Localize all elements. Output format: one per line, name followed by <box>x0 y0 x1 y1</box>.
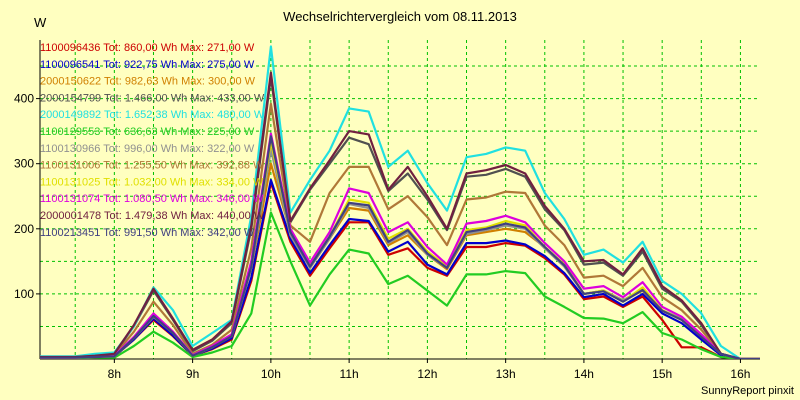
x-tick-label: 9h <box>186 367 199 381</box>
series-line-1100096541 <box>40 178 760 359</box>
series-line-1100129553 <box>40 211 760 359</box>
legend-entry-2000154799: 2000154799 Tot: 1.466,00 Wh Max: 433,00 … <box>40 92 265 104</box>
legend-entry-1100129553: 1100129553 Tot: 636,63 Wh Max: 225,00 W <box>40 126 255 138</box>
series-line-2000001478 <box>40 71 760 359</box>
y-tick-label: 100 <box>14 287 34 301</box>
x-tick-label: 14h <box>574 367 594 381</box>
series-line-1100131006 <box>40 102 760 359</box>
legend-entry-1100213451: 1100213451 Tot: 991,50 Wh Max: 342,00 W <box>40 227 255 239</box>
y-tick-label: 300 <box>14 157 34 171</box>
x-tick-label: 8h <box>108 367 121 381</box>
x-tick-label: 11h <box>340 367 359 381</box>
legend-entry-1100131025: 1100131025 Tot: 1.032,00 Wh Max: 334,00 … <box>40 176 264 188</box>
x-tick-label: 13h <box>496 367 516 381</box>
chart-title: Wechselrichtervergleich vom 08.11.2013 <box>283 9 517 24</box>
legend-entry-2000149892: 2000149892 Tot: 1.652,38 Wh Max: 480,00 … <box>40 109 265 121</box>
y-tick-label: 200 <box>14 222 34 236</box>
x-tick-label: 10h <box>261 367 281 381</box>
x-tick-label: 12h <box>417 367 437 381</box>
x-tick-label: 15h <box>652 367 672 381</box>
plot-area <box>40 40 760 359</box>
legend-entry-1100131006: 1100131006 Tot: 1.255,50 Wh Max: 392,88 … <box>40 160 264 172</box>
credit-label: SunnyReport pinxit <box>701 385 794 397</box>
x-tick-label: 16h <box>730 367 750 381</box>
legend-entry-1100096541: 1100096541 Tot: 922,75 Wh Max: 275,00 W <box>40 59 255 71</box>
y-tick-label: 400 <box>14 92 34 106</box>
legend-entry-2000001478: 2000001478 Tot: 1.479,38 Wh Max: 440,00 … <box>40 210 265 222</box>
series-line-2000149892 <box>40 45 760 359</box>
legend-entry-1100096436: 1100096436 Tot: 860,00 Wh Max: 271,00 W <box>40 42 255 54</box>
y-axis-unit-label: W <box>34 15 47 30</box>
legend-entry-1100130966: 1100130966 Tot: 996,00 Wh Max: 322,00 W <box>40 143 255 155</box>
legend-entry-1100131074: 1100131074 Tot: 1.080,50 Wh Max: 346,00 … <box>40 193 264 205</box>
series-line-1100131074 <box>40 132 760 359</box>
series-line-1100213451 <box>40 135 760 359</box>
legend-entry-2000150622: 2000150622 Tot: 982,63 Wh Max: 300,00 W <box>40 76 256 88</box>
